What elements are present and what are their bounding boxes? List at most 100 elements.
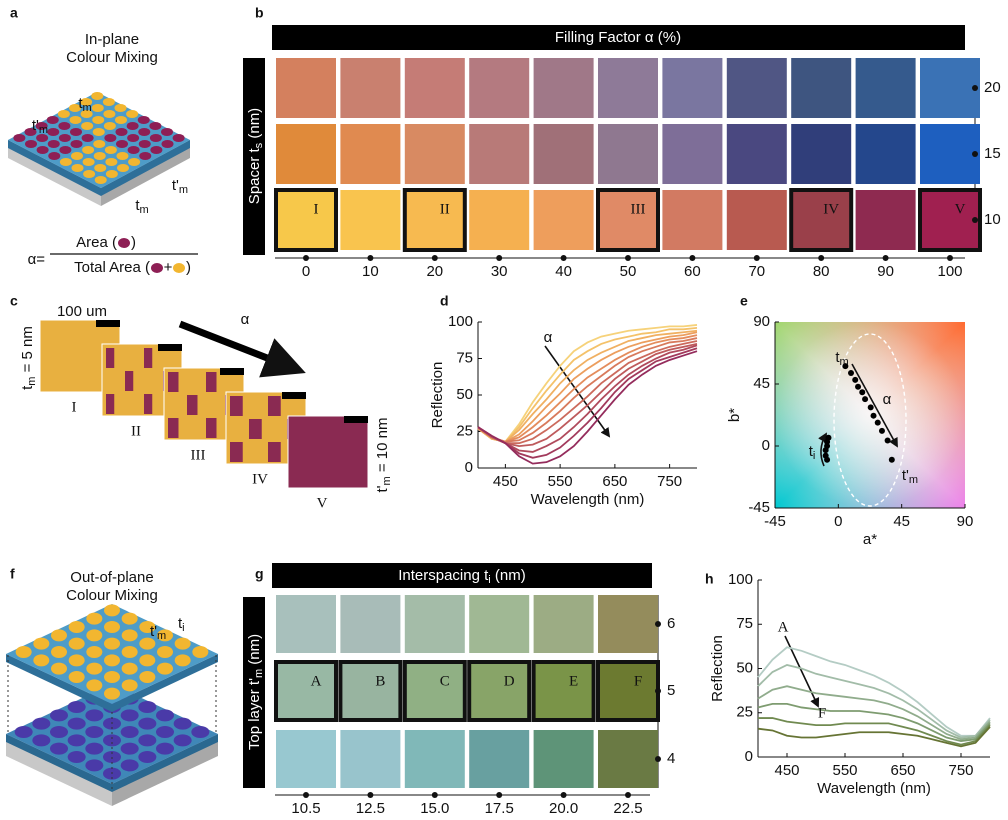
- tick-dot: [689, 255, 695, 261]
- swatch: [405, 124, 465, 184]
- swatch: [276, 662, 336, 720]
- tick-dot: [818, 255, 824, 261]
- bump: [72, 164, 84, 172]
- swatch: [920, 190, 980, 250]
- y-tick-label: 10: [984, 211, 1001, 228]
- swatch: [791, 58, 851, 118]
- tick-dot: [496, 255, 502, 261]
- swatch: [469, 58, 529, 118]
- x-axis-label: Wavelength (nm): [531, 491, 645, 508]
- tick-dot: [367, 255, 373, 261]
- tile-label: II: [131, 423, 141, 439]
- bump: [69, 671, 85, 683]
- bump: [175, 638, 191, 650]
- tick-dot: [754, 255, 760, 261]
- bump: [94, 152, 106, 160]
- formula-numerator: Area (: [76, 234, 117, 251]
- x-tick-label: 450: [493, 473, 518, 490]
- swatch: [469, 595, 529, 653]
- x-tick-label: 70: [748, 263, 765, 280]
- panel-f-title: Colour Mixing: [66, 587, 158, 604]
- afm-stripe: [187, 395, 198, 415]
- swatch: [856, 190, 916, 250]
- tick-dot: [972, 151, 978, 157]
- bump: [105, 146, 117, 154]
- bump: [104, 604, 120, 616]
- x-tick-label: 90: [877, 263, 894, 280]
- bump: [93, 128, 105, 136]
- x-tick-label: 90: [957, 513, 974, 530]
- swatch: [405, 662, 465, 720]
- text-part: (nm): [246, 634, 263, 669]
- panel-label: d: [440, 293, 449, 309]
- bump: [161, 128, 173, 136]
- x-tick-label: 450: [774, 762, 799, 779]
- y-axis-label: Reflection: [429, 362, 446, 429]
- bump: [174, 718, 192, 730]
- swatch: [340, 730, 400, 788]
- bump: [138, 116, 150, 124]
- bump: [60, 158, 72, 166]
- bump: [150, 134, 162, 142]
- arrow: [785, 636, 818, 706]
- y-axis-label: Reflection: [709, 635, 726, 702]
- afm-tile: [288, 416, 368, 488]
- swatch: [791, 190, 851, 250]
- bump: [25, 140, 37, 148]
- swatch: [340, 58, 400, 118]
- thickness-label: t'm = 10 nm: [374, 418, 393, 493]
- bump: [95, 176, 107, 184]
- y-tick-label: 100: [448, 313, 473, 330]
- bump: [139, 654, 155, 666]
- panel-f-title: Out-of-plane: [70, 569, 153, 586]
- x-tick-label: 10.5: [291, 800, 320, 817]
- bump: [121, 759, 139, 771]
- tick-dot: [303, 255, 309, 261]
- bump: [59, 146, 71, 154]
- swatch: [469, 124, 529, 184]
- tick-dot: [496, 792, 502, 798]
- text-part: m: [140, 204, 149, 216]
- text-part: m: [26, 377, 38, 386]
- bump: [37, 146, 49, 154]
- annotation: α: [544, 329, 553, 346]
- bump: [127, 122, 139, 130]
- bump: [104, 654, 120, 666]
- bump: [16, 646, 32, 658]
- swatch: [276, 124, 336, 184]
- in-plane-sample: [8, 92, 190, 206]
- swatch-label: I: [314, 201, 319, 217]
- x-tick-label: 30: [491, 263, 508, 280]
- bump: [69, 638, 85, 650]
- bump: [173, 134, 185, 142]
- text-part: m: [253, 669, 265, 678]
- y-tick-label: 25: [456, 422, 473, 439]
- tick-dot: [303, 792, 309, 798]
- text-part: m: [39, 124, 48, 136]
- swatch-label: III: [631, 201, 646, 217]
- swatch: [791, 124, 851, 184]
- bump: [92, 116, 104, 124]
- bump: [128, 158, 140, 166]
- point: [824, 457, 830, 463]
- x-tick-label: 100: [937, 263, 962, 280]
- bump: [51, 646, 67, 658]
- y-tick-label: 45: [753, 375, 770, 392]
- tick-dot: [972, 85, 978, 91]
- bump: [68, 701, 86, 713]
- tick-dot: [655, 756, 661, 762]
- formula-denominator: Total Area (: [74, 259, 150, 276]
- text-part: Spacer t: [246, 147, 263, 204]
- bump: [116, 128, 128, 136]
- swatch: [662, 190, 722, 250]
- bump: [103, 110, 115, 118]
- bump: [104, 621, 120, 633]
- bump: [33, 654, 49, 666]
- swatch: [598, 730, 658, 788]
- afm-stripe: [230, 396, 243, 416]
- bump: [68, 734, 86, 746]
- tick-dot: [883, 255, 889, 261]
- point: [855, 384, 861, 390]
- afm-stripe: [249, 419, 262, 439]
- out-of-plane-sample: [6, 604, 218, 806]
